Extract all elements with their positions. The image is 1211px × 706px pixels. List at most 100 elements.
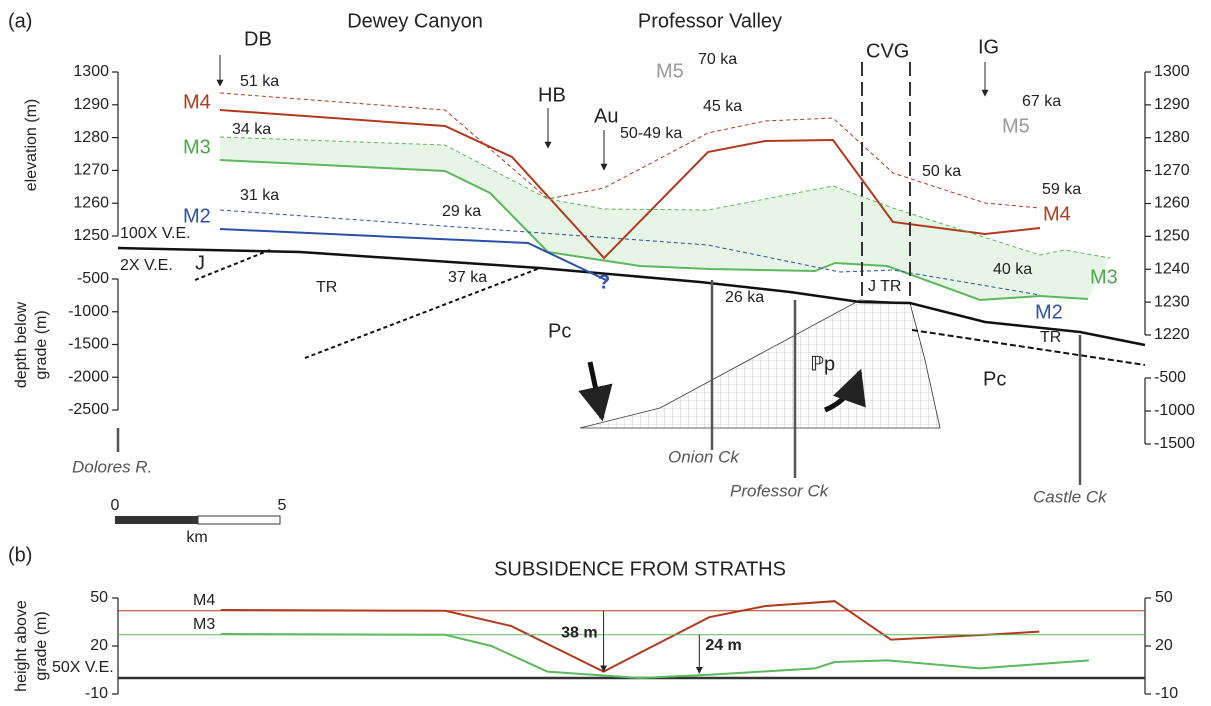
- unit-label: J TR: [868, 278, 901, 295]
- y-tick-label: 1270: [1154, 162, 1190, 179]
- fault: [195, 250, 270, 280]
- y-tick-label: 1290: [1154, 96, 1190, 113]
- axis-label: elevation (m): [23, 99, 40, 191]
- y-tick-label: 1240: [1154, 260, 1190, 277]
- y-tick-label: 20: [1155, 637, 1173, 654]
- age-label: 70 ka: [698, 51, 737, 68]
- y-tick-label: 1250: [73, 227, 109, 244]
- chart-title: SUBSIDENCE FROM STRATHS: [494, 558, 786, 580]
- label: Professor Valley: [638, 10, 782, 32]
- panel-label: (b): [8, 544, 32, 566]
- ve-label: 50X V.E.: [52, 659, 114, 676]
- axis-label: grade (m): [33, 310, 50, 379]
- label: HB: [538, 84, 566, 106]
- legend-label: M4: [193, 592, 215, 609]
- age-label: 50 ka: [922, 163, 961, 180]
- y-tick-label: 1280: [73, 129, 109, 146]
- age-label: 45 ka: [703, 98, 742, 115]
- basement-block: [580, 300, 940, 428]
- label: M5: [656, 60, 684, 82]
- y-tick-label: 1220: [1154, 326, 1190, 343]
- age-label: 37 ka: [448, 269, 487, 286]
- y-tick-label: 50: [90, 589, 108, 606]
- y-tick-label: 1280: [1154, 129, 1190, 146]
- age-label: 29 ka: [442, 203, 481, 220]
- y-tick-label: -1500: [1154, 435, 1195, 452]
- annotation-label: 38 m: [561, 624, 597, 641]
- unit-label: Pc: [983, 368, 1006, 390]
- series-line: [221, 634, 1089, 678]
- y-tick-label: -500: [77, 270, 109, 287]
- scale-bar: [115, 516, 198, 524]
- big-arrow: [590, 362, 602, 418]
- m3-band: [220, 137, 1110, 300]
- creek-label: Professor Ck: [730, 481, 830, 500]
- age-label: 59 ka: [1042, 181, 1081, 198]
- fault: [912, 330, 1145, 365]
- ve-label: 100X V.E.: [120, 225, 191, 242]
- label: M4: [183, 91, 211, 113]
- unit-label: TR: [316, 279, 337, 296]
- age-label: 31 ka: [240, 187, 279, 204]
- y-tick-label: 1250: [1154, 228, 1190, 245]
- axis-label: grade (m): [33, 611, 50, 680]
- series-line: [221, 601, 1040, 671]
- age-label: 67 ka: [1022, 93, 1061, 110]
- scale-label: 0: [111, 497, 120, 514]
- label: Dewey Canyon: [347, 10, 483, 32]
- label: M2: [1035, 301, 1063, 323]
- y-tick-label: 1260: [1154, 195, 1190, 212]
- label: M3: [183, 136, 211, 158]
- axis-label: depth below: [13, 301, 30, 388]
- y-tick-label: 1290: [73, 96, 109, 113]
- y-tick-label: -1000: [68, 303, 109, 320]
- unit-label: TR: [1040, 329, 1061, 346]
- ve-label: 2X V.E.: [120, 257, 173, 274]
- annotation-label: 24 m: [705, 637, 741, 654]
- panel-label: (a): [8, 10, 32, 32]
- unit-label: J: [195, 252, 205, 274]
- y-tick-label: -10: [85, 685, 108, 702]
- label: M5: [1002, 115, 1030, 137]
- creek-label: Onion Ck: [668, 447, 740, 466]
- label: IG: [978, 36, 999, 58]
- legend-label: M3: [193, 616, 215, 633]
- label: M4: [1043, 203, 1071, 225]
- unit-label: ℙp: [810, 353, 835, 375]
- y-tick-label: -1000: [1154, 402, 1195, 419]
- label: DB: [244, 28, 272, 50]
- y-tick-label: 1230: [1154, 293, 1190, 310]
- panel-b: (b) SUBSIDENCE FROM STRATHS height above…: [8, 544, 1178, 702]
- y-tick-label: -10: [1155, 685, 1178, 702]
- y-tick-label: 1270: [73, 162, 109, 179]
- panel-a: (a) Dewey Canyon Professor Valley DB HB …: [8, 10, 1195, 546]
- scale-label: 5: [278, 497, 287, 514]
- age-label: 50-49 ka: [620, 125, 682, 142]
- label: M2: [183, 205, 211, 227]
- y-tick-label: -1500: [68, 336, 109, 353]
- age-label: 34 ka: [232, 121, 271, 138]
- y-tick-label: -500: [1154, 369, 1186, 386]
- unit-label: Pc: [548, 320, 571, 342]
- y-tick-label: -2500: [68, 401, 109, 418]
- age-label: 26 ka: [725, 289, 764, 306]
- label: ?: [598, 271, 610, 293]
- creek-label: Dolores R.: [72, 457, 152, 476]
- scale-label: km: [186, 529, 207, 546]
- scale-bar: [198, 516, 280, 524]
- age-label: 40 ka: [993, 261, 1032, 278]
- age-label: 51 ka: [240, 73, 279, 90]
- label: Au: [594, 105, 618, 127]
- label: CVG: [866, 40, 909, 62]
- axis-label: height above: [13, 600, 30, 692]
- y-tick-label: 1300: [1154, 63, 1190, 80]
- figure: (a) Dewey Canyon Professor Valley DB HB …: [0, 0, 1211, 706]
- fault: [305, 268, 540, 358]
- y-tick-label: 1260: [73, 194, 109, 211]
- creek-label: Castle Ck: [1033, 487, 1108, 506]
- y-tick-label: -2000: [68, 368, 109, 385]
- y-tick-label: 1300: [73, 63, 109, 80]
- y-tick-label: 50: [1155, 589, 1173, 606]
- label: M3: [1090, 266, 1118, 288]
- y-tick-label: 20: [90, 637, 108, 654]
